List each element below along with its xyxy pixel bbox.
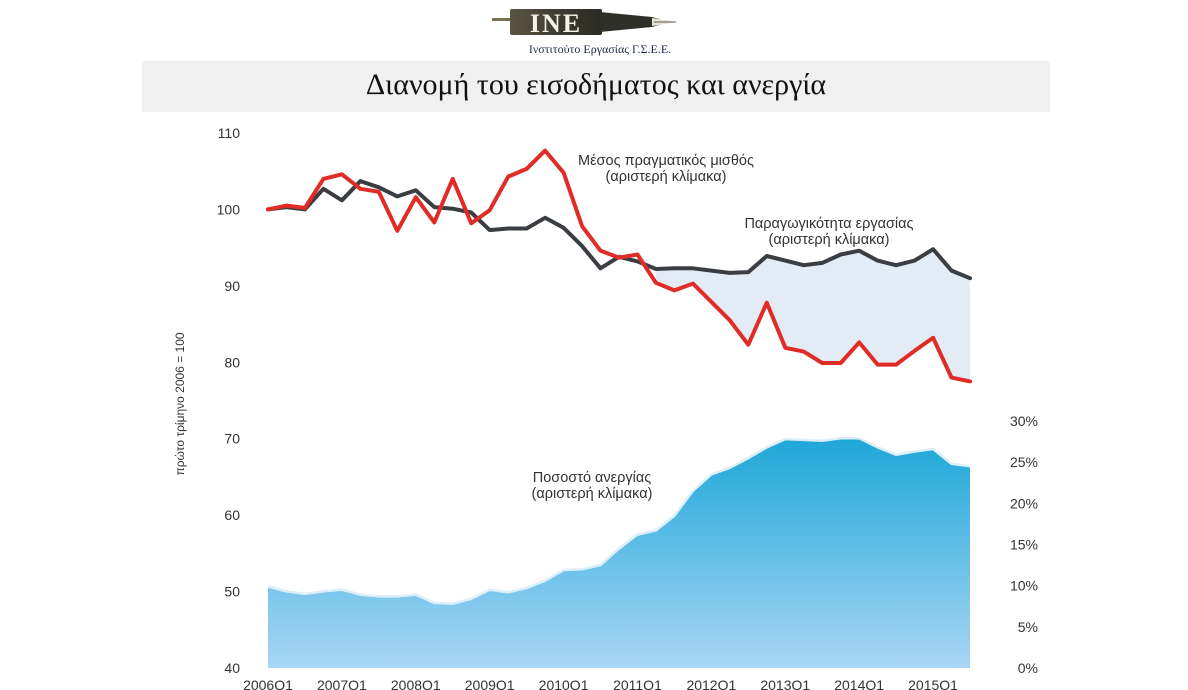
x-axis-tick-label: 2010Q1: [539, 677, 589, 690]
x-axis-tick-label: 2008Q1: [391, 677, 441, 690]
right-axis-tick-label: 15%: [1010, 537, 1038, 553]
unemployment-edge: [267, 437, 971, 606]
left-axis-tick-label: 40: [224, 660, 240, 676]
right-axis-tick-label: 10%: [1010, 578, 1038, 594]
right-axis-tick-label: 0%: [1018, 660, 1038, 676]
x-axis-tick-label: 2012Q1: [686, 677, 736, 690]
left-axis-tick-label: 70: [224, 431, 240, 447]
unemployment-annotation: (αριστερή κλίμακα): [532, 486, 653, 502]
right-axis-tick-label: 20%: [1010, 495, 1038, 511]
x-axis-tick-label: 2013Q1: [760, 677, 810, 690]
productivity-wage-gap: [655, 249, 970, 382]
unemployment-area: [268, 438, 970, 668]
x-axis-tick-label: 2015Q1: [908, 677, 958, 690]
x-axis-tick-label: 2007Q1: [317, 677, 367, 690]
chart-title: Διανομή του εισοδήματος και ανεργία: [365, 68, 827, 101]
productivity-annotation: Παραγωγικότητα εργασίας: [744, 216, 913, 232]
y-axis-label: πρώτο τρίμηνο 2006 = 100: [173, 332, 187, 475]
x-axis-tick-label: 2006Q1: [243, 677, 293, 690]
left-axis-tick-label: 80: [224, 354, 240, 370]
left-axis-tick-label: 90: [224, 278, 240, 294]
productivity-annotation: (αριστερή κλίμακα): [769, 232, 890, 248]
wage-annotation: Μέσος πραγματικός μισθός: [578, 153, 754, 169]
institute-name: Ινστιτούτο Εργασίας Γ.Σ.Ε.Ε.: [528, 42, 672, 56]
right-axis-tick-label: 30%: [1010, 413, 1038, 429]
x-axis-tick-label: 2014Q1: [834, 677, 884, 690]
title-band: Διανομή του εισοδήματος και ανεργία: [142, 61, 1050, 112]
logo-text: INE: [530, 9, 582, 38]
wage-line: [266, 148, 972, 384]
left-axis-tick-label: 50: [224, 584, 240, 600]
wage-annotation: (αριστερή κλίμακα): [606, 169, 727, 185]
unemployment-annotation: Ποσοστό ανεργίας: [533, 470, 652, 486]
left-axis-tick-label: 100: [217, 201, 241, 217]
left-axis-tick-label: 110: [218, 125, 241, 141]
left-axis-tick-label: 60: [224, 507, 240, 523]
right-axis-tick-label: 5%: [1018, 619, 1038, 635]
pen-logo-icon: INE: [492, 9, 678, 38]
right-axis-tick-label: 25%: [1010, 454, 1038, 470]
institute-logo: INE Ινστιτούτο Εργασίας Γ.Σ.Ε.Ε.: [470, 4, 730, 56]
x-axis-tick-label: 2009Q1: [465, 677, 515, 690]
x-axis-tick-label: 2011Q1: [613, 677, 662, 690]
